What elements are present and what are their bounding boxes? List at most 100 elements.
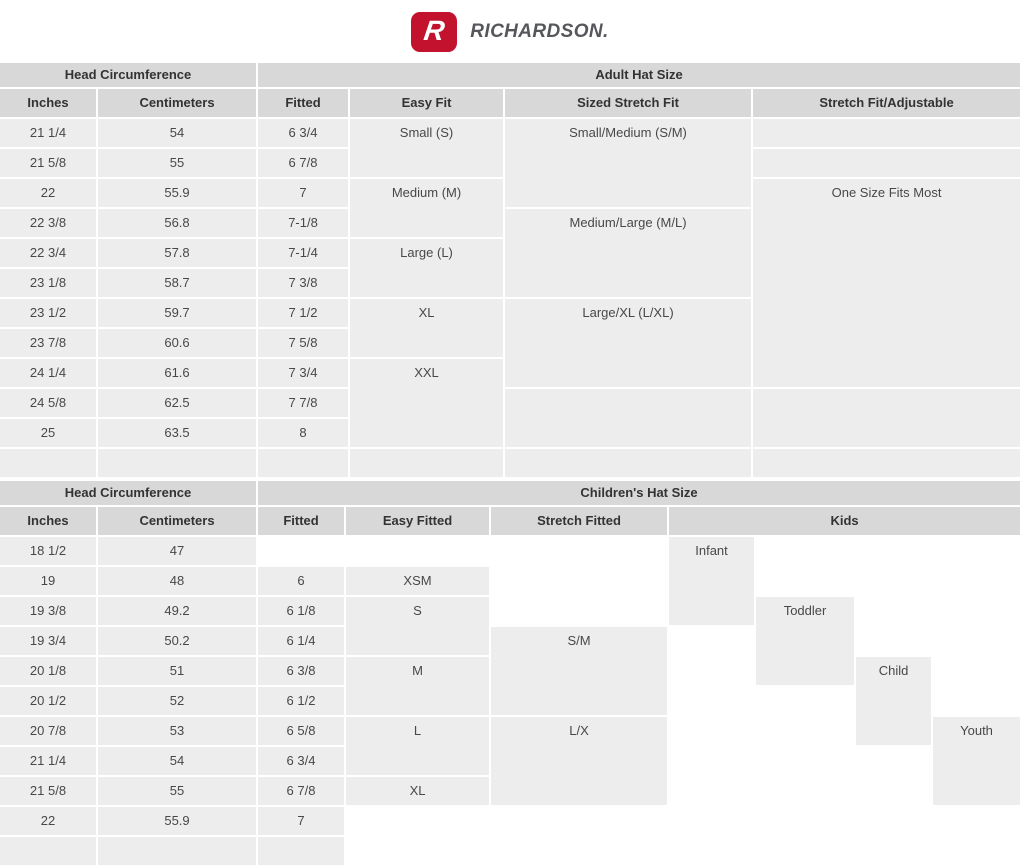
size-cell: Large (L) (350, 239, 504, 297)
richardson-logo-icon: R (411, 12, 458, 52)
size-cell (753, 149, 1020, 177)
size-cell: 22 (0, 179, 96, 207)
column-header-cell: Fitted (258, 89, 349, 117)
size-cell (505, 449, 752, 477)
blank-cell (856, 747, 932, 775)
blank-cell (933, 567, 1020, 595)
size-cell (258, 837, 345, 865)
blank-cell (491, 567, 668, 595)
size-cell (505, 389, 752, 447)
size-cell: 52 (98, 687, 257, 715)
size-cell: 50.2 (98, 627, 257, 655)
blank-cell (756, 687, 855, 715)
size-cell: Small/Medium (S/M) (505, 119, 752, 207)
column-header-cell: Sized Stretch Fit (505, 89, 752, 117)
size-cell: 7 3/8 (258, 269, 349, 297)
size-cell: 57.8 (98, 239, 257, 267)
size-cell (753, 119, 1020, 147)
size-cell: 55.9 (98, 807, 257, 835)
size-cell: 6 1/2 (258, 687, 345, 715)
size-cell: 6 3/8 (258, 657, 345, 685)
size-cell (350, 449, 504, 477)
blank-cell (856, 627, 932, 655)
size-cell: S/M (491, 627, 668, 715)
table-row: 20 1/2 52 6 1/2 (0, 687, 1020, 715)
table-row: 18 1/2 47 Infant (0, 537, 1020, 625)
table-row: 23 7/8 60.6 7 5/8 (0, 329, 1020, 357)
size-cell: 18 1/2 (0, 537, 96, 565)
size-cell: XL (346, 777, 490, 805)
blank-cell (933, 807, 1020, 835)
table-row: 24 5/8 62.5 7 7/8 (0, 389, 1020, 447)
size-cell: 22 3/8 (0, 209, 96, 237)
size-cell: Small (S) (350, 119, 504, 177)
size-cell (753, 449, 1020, 477)
adult-hat-size-table: Head Circumference Adult Hat Size Inches Ce… (0, 61, 1020, 479)
blank-cell (346, 537, 490, 565)
blank-cell (669, 747, 755, 775)
size-cell: 23 1/2 (0, 299, 96, 327)
size-cell: 7 3/4 (258, 359, 349, 387)
size-cell: 8 (258, 419, 349, 447)
children-hat-size-table: Head Circumference Children's Hat Size Inc… (0, 479, 1020, 867)
size-cell: 25 (0, 419, 96, 447)
column-header-cell: Centimeters (98, 89, 257, 117)
size-cell: 20 1/2 (0, 687, 96, 715)
table-row: 23 1/8 58.7 7 3/8 (0, 269, 1020, 297)
size-cell: 7-1/4 (258, 239, 349, 267)
size-cell (753, 389, 1020, 447)
group-header-cell: Children's Hat Size (258, 481, 1020, 505)
table-row: 22 3/4 57.8 7-1/4 Large (L) (0, 239, 1020, 297)
size-cell: 55 (98, 777, 257, 805)
size-cell: 20 1/8 (0, 657, 96, 685)
table-row (0, 837, 1020, 865)
blank-cell (669, 657, 755, 685)
size-cell: 19 (0, 567, 96, 595)
blank-cell (346, 807, 490, 835)
size-cell: 6 1/4 (258, 627, 345, 655)
blank-cell (669, 717, 755, 745)
size-cell: 6 3/4 (258, 119, 349, 147)
size-cell: XL (350, 299, 504, 357)
column-header-cell: Fitted (258, 507, 345, 535)
size-cell: 51 (98, 657, 257, 685)
column-header-cell: Easy Fitted (346, 507, 490, 535)
logo-letter: R (422, 15, 447, 46)
column-header-cell: Kids (669, 507, 1020, 535)
size-cell: L (346, 717, 490, 775)
blank-cell (756, 807, 855, 835)
blank-cell (669, 807, 755, 835)
size-cell: Toddler (756, 597, 855, 685)
size-cell: 21 1/4 (0, 119, 96, 147)
group-header-cell: Head Circumference (0, 63, 257, 87)
table-row: 24 1/4 61.6 7 3/4 XXL (0, 359, 1020, 447)
blank-cell (933, 687, 1020, 715)
size-cell (98, 837, 257, 865)
blank-cell (933, 657, 1020, 685)
group-header-cell: Adult Hat Size (258, 63, 1020, 87)
blank-cell (491, 537, 668, 565)
table-row: 25 63.5 8 (0, 419, 1020, 447)
blank-cell (856, 597, 932, 625)
size-cell: 6 7/8 (258, 149, 349, 177)
size-cell: 22 (0, 807, 96, 835)
size-cell: 6 (258, 567, 345, 595)
size-cell: L/X (491, 717, 668, 805)
blank-cell (669, 777, 755, 805)
size-cell: XXL (350, 359, 504, 447)
size-cell: Youth (933, 717, 1020, 805)
brand-header: R RICHARDSON. (0, 0, 1020, 61)
brand-wordmark: RICHARDSON. (470, 21, 609, 42)
size-cell: 47 (98, 537, 257, 565)
size-cell: 7 (258, 179, 349, 207)
size-cell: 6 7/8 (258, 777, 345, 805)
size-chart-tables: Head Circumference Adult Hat Size Inches Ce… (0, 61, 1020, 867)
size-cell: 22 3/4 (0, 239, 96, 267)
column-header-cell: Inches (0, 507, 96, 535)
blank-cell (491, 597, 668, 625)
size-cell: XSM (346, 567, 490, 595)
size-cell: 54 (98, 747, 257, 775)
table-row: 20 7/8 53 6 5/8 L L/X Youth (0, 717, 1020, 805)
size-cell: 60.6 (98, 329, 257, 357)
blank-cell (933, 597, 1020, 625)
